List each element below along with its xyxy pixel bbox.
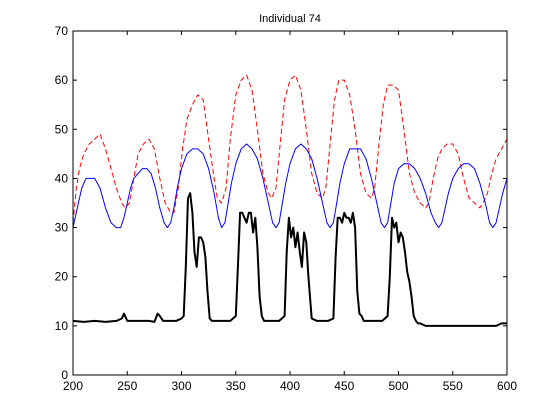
x-tick-label: 300 — [171, 379, 191, 393]
y-tick-label: 50 — [55, 122, 69, 136]
x-tick-label: 200 — [63, 379, 83, 393]
series-layer — [72, 74, 508, 327]
x-tick-label: 450 — [334, 379, 354, 393]
series-line-2 — [72, 143, 508, 229]
y-tick-label: 30 — [55, 221, 69, 235]
x-tick-label: 250 — [117, 379, 137, 393]
y-tick-label: 70 — [55, 24, 69, 38]
chart-title: Individual 74 — [259, 13, 321, 25]
series-line-1 — [72, 74, 508, 223]
x-tick-label: 550 — [443, 379, 463, 393]
x-tick-label: 600 — [497, 379, 517, 393]
x-axis-ticks: 200 250 300 350 400 450 500 550 600 — [63, 31, 517, 393]
y-tick-label: 10 — [55, 319, 69, 333]
y-tick-label: 40 — [55, 171, 69, 185]
series-line-3 — [72, 192, 507, 327]
x-tick-label: 350 — [226, 379, 246, 393]
y-tick-label: 60 — [55, 73, 69, 87]
x-tick-label: 400 — [280, 379, 300, 393]
x-tick-label: 500 — [388, 379, 408, 393]
y-tick-label: 20 — [55, 270, 69, 284]
plot-area — [73, 31, 507, 375]
y-axis-ticks: 0 10 20 30 40 50 60 70 — [55, 24, 507, 382]
y-tick-label: 0 — [61, 368, 68, 382]
